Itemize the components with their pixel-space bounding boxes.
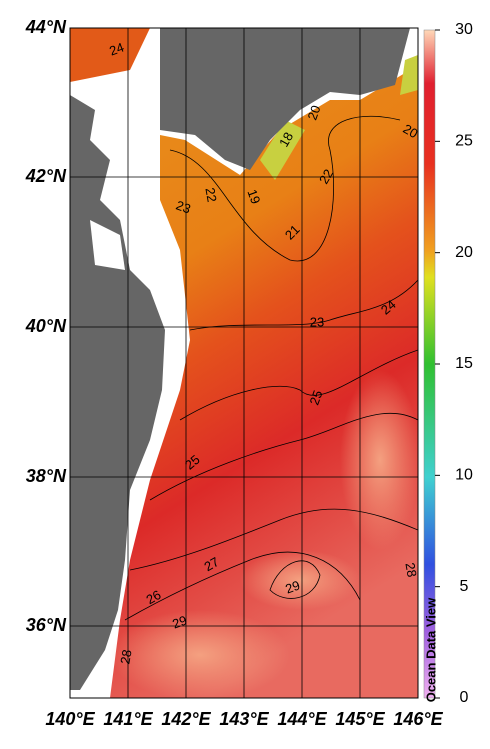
colorbar-tick-label: 5 (460, 578, 469, 595)
lon-label: 140°E (45, 709, 95, 729)
lat-label: 36°N (26, 615, 67, 635)
contour-label: 29 (283, 577, 302, 596)
contour-label: 29 (170, 612, 189, 631)
lon-label: 142°E (161, 709, 211, 729)
contour-label: 27 (201, 554, 221, 574)
contour-label: 28 (402, 561, 419, 578)
colorbar-tick-label: 30 (455, 21, 473, 38)
contour-label: 19 (244, 187, 263, 206)
contour-label: 25 (306, 388, 325, 407)
contour-label: 22 (316, 166, 336, 186)
contour-label: 20 (304, 103, 323, 122)
colorbar-tick-label: 10 (455, 467, 473, 484)
colorbar-tick-label: 15 (455, 355, 473, 372)
map-frame (69, 27, 419, 699)
contour-label: 22 (202, 186, 219, 203)
colorbar-tick-label: 20 (455, 244, 473, 261)
contour-label: 20 (401, 121, 421, 141)
credit: Ocean Data View (423, 597, 438, 702)
contour-label: 23 (310, 314, 324, 329)
contour-label: 26 (143, 587, 163, 607)
lat-label: 42°N (25, 166, 67, 186)
contour-label: 18 (276, 129, 296, 149)
lon-label: 145°E (335, 709, 385, 729)
contour-label: 24 (107, 39, 126, 58)
lat-label: 44°N (25, 17, 67, 37)
lat-label: 38°N (26, 466, 67, 486)
lon-label: 144°E (277, 709, 327, 729)
lon-label: 141°E (103, 709, 153, 729)
contour-label: 23 (174, 197, 193, 216)
lon-label: 146°E (393, 709, 443, 729)
lon-label: 143°E (219, 709, 269, 729)
colorbar-tick-label: 0 (460, 689, 469, 706)
contour-label: 28 (117, 648, 134, 665)
colorbar-tick-label: 25 (455, 133, 473, 150)
lat-label: 40°N (25, 316, 67, 336)
